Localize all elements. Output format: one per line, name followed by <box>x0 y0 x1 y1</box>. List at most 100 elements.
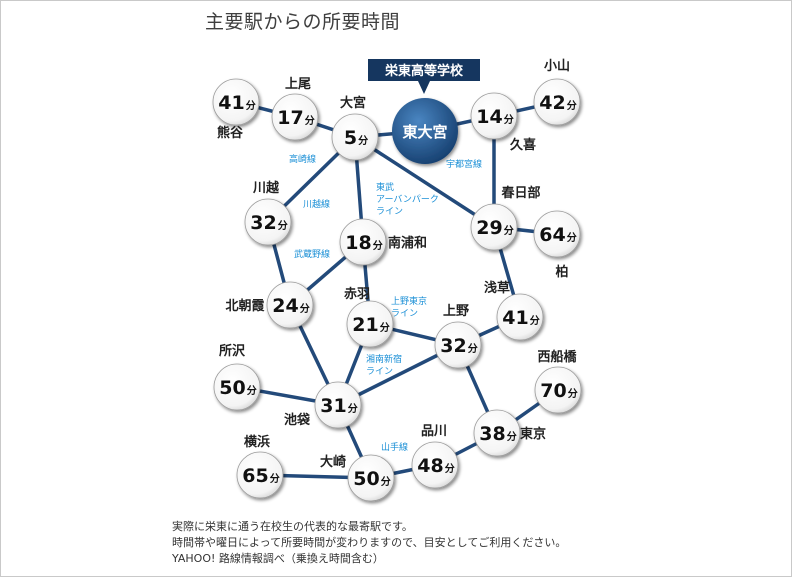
station-name: 大崎 <box>320 454 346 470</box>
station-node-asakusa: 41分 浅草 <box>484 280 544 341</box>
station-name: 西船橋 <box>537 349 577 365</box>
line-label-tobu-1: 東武 <box>376 181 394 193</box>
line-label-uenotokyo-2: ライン <box>391 308 418 319</box>
station-circle <box>339 218 387 266</box>
station-time: 64分 <box>539 224 576 246</box>
station-name: 上尾 <box>285 77 311 92</box>
station-name: 北朝霞 <box>225 298 265 314</box>
station-circle <box>534 366 582 414</box>
station-name: 横浜 <box>244 434 270 450</box>
station-circle <box>212 78 260 126</box>
station-circle <box>271 93 319 141</box>
line-label-utsunomiya: 宇都宮線 <box>446 158 482 170</box>
station-name: 久喜 <box>510 137 536 153</box>
station-node-kawagoe: 32分 川越 <box>244 180 292 246</box>
school-banner <box>368 59 480 81</box>
station-circle <box>266 281 314 329</box>
station-name: 大宮 <box>340 95 366 111</box>
station-time: 29分 <box>476 217 513 239</box>
station-node-omiya: 5分 大宮 <box>331 95 379 161</box>
station-name: 浅草 <box>484 280 510 296</box>
station-time: 31分 <box>320 395 357 417</box>
station-time: 41分 <box>218 92 255 114</box>
line-label-shonan-2: ライン <box>366 366 393 377</box>
banner-pointer <box>418 81 430 94</box>
station-name: 柏 <box>555 264 568 280</box>
footnote-3: YAHOO! 路線情報調べ（乗換え時間含む） <box>172 552 384 565</box>
station-time: 48分 <box>417 455 454 477</box>
station-name: 小山 <box>544 58 570 74</box>
station-name: 川越 <box>252 180 280 196</box>
line-label-musashino: 武蔵野線 <box>294 248 330 260</box>
station-time: 38分 <box>479 423 516 445</box>
station-name: 池袋 <box>284 412 311 428</box>
station-circle <box>496 293 544 341</box>
station-node-minamiurawa: 18分 南浦和 <box>339 218 427 266</box>
station-node-shinagawa: 48分 品川 <box>411 424 459 489</box>
station-name: 熊谷 <box>217 125 244 141</box>
station-name: 所沢 <box>219 343 246 359</box>
station-node-oyama: 42分 小山 <box>533 58 581 126</box>
station-time: 21分 <box>352 314 389 336</box>
station-circle <box>314 381 362 429</box>
station-node-tokyo: 38分 東京 <box>473 409 546 457</box>
station-time: 50分 <box>219 377 256 399</box>
route-omiya-kasukabe <box>353 135 496 229</box>
station-time: 14分 <box>476 106 513 128</box>
hub-circle <box>392 98 458 164</box>
station-circle <box>533 210 581 258</box>
station-node-yokohama: 65分 横浜 <box>236 434 284 499</box>
station-time: 42分 <box>539 92 576 114</box>
line-labels: 高崎線 川越線 宇都宮線 東武 アーバンパーク ライン 武蔵野線 上野東京 ライ… <box>289 153 482 453</box>
station-node-nishifunabashi: 70分 西船橋 <box>534 349 582 414</box>
station-time: 70分 <box>540 380 577 402</box>
station-circle <box>434 321 482 369</box>
station-circle <box>236 451 284 499</box>
station-time: 32分 <box>440 335 477 357</box>
footnote-1: 実際に栄東に通う在校生の代表的な最寄駅です。 <box>172 520 413 533</box>
station-time: 65分 <box>242 465 279 487</box>
station-node-akabane: 21分 赤羽 <box>344 286 394 348</box>
footnote-2: 時間帯や曜日によって所要時間が変わりますので、目安としてご利用ください。 <box>172 536 567 549</box>
station-time: 24分 <box>272 295 309 317</box>
station-node-ueno: 32分 上野 <box>434 304 482 369</box>
station-circle <box>473 409 521 457</box>
line-label-uenotokyo-1: 上野東京 <box>391 295 427 307</box>
station-name: 春日部 <box>500 185 540 201</box>
station-circle <box>213 363 261 411</box>
station-time: 50分 <box>353 468 390 490</box>
station-name: 上野 <box>443 304 469 319</box>
station-circle <box>331 113 379 161</box>
line-label-yamanote: 山手線 <box>381 441 408 453</box>
station-circle <box>470 203 518 251</box>
station-circle <box>411 441 459 489</box>
station-time: 32分 <box>250 212 287 234</box>
line-label-tobu-3: ライン <box>376 206 403 217</box>
station-time: 41分 <box>502 307 539 329</box>
page-title: 主要駅からの所要時間 <box>205 11 401 33</box>
school-banner-label: 栄東高等学校 <box>384 63 464 79</box>
station-name: 東京 <box>520 426 546 442</box>
station-name: 赤羽 <box>344 286 370 302</box>
station-node-tokorozawa: 50分 所沢 <box>213 343 261 411</box>
station-time: 17分 <box>277 107 314 129</box>
station-name: 南浦和 <box>388 235 427 251</box>
station-time: 5分 <box>344 127 368 149</box>
station-time: 18分 <box>345 232 382 254</box>
line-label-tobu-2: アーバンパーク <box>376 194 439 205</box>
line-label-kawagoe: 川越線 <box>303 198 330 210</box>
station-circle <box>244 198 292 246</box>
hub-label: 東大宮 <box>402 123 447 141</box>
station-node-ageo: 17分 上尾 <box>271 77 319 141</box>
footnotes: 実際に栄東に通う在校生の代表的な最寄駅です。 時間帯や曜日によって所要時間が変わ… <box>172 519 566 567</box>
line-label-shonan-1: 湘南新宿 <box>366 353 402 365</box>
station-node-kasukabe: 29分 春日部 <box>470 185 541 251</box>
